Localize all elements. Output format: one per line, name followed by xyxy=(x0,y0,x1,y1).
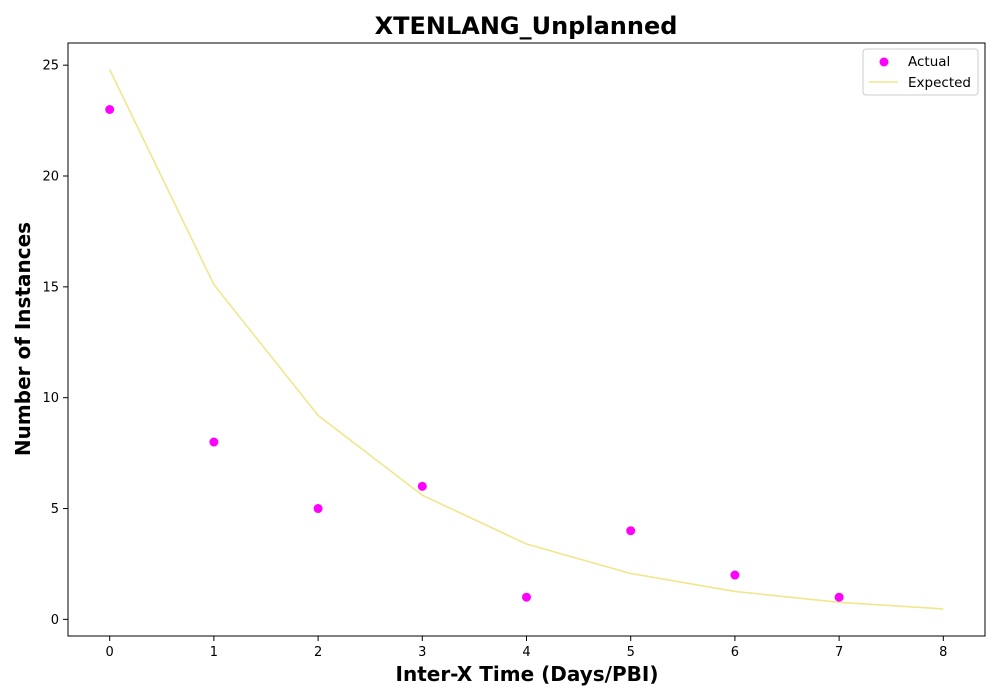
actual-point xyxy=(834,592,844,602)
actual-point xyxy=(730,570,740,580)
actual-point xyxy=(209,437,219,447)
x-tick-label: 8 xyxy=(939,645,947,660)
actual-point xyxy=(105,105,115,115)
y-tick-label: 0 xyxy=(51,613,59,628)
legend-actual-marker xyxy=(879,57,889,67)
actual-point xyxy=(522,592,531,602)
x-tick-label: 0 xyxy=(106,645,114,660)
expected-line xyxy=(108,69,944,610)
x-tick-label: 1 xyxy=(210,645,218,660)
legend: Actual Expected xyxy=(862,48,979,96)
legend-actual-label: Actual xyxy=(908,54,950,70)
x-tick-label: 7 xyxy=(835,645,843,660)
x-tick-label: 6 xyxy=(731,645,739,660)
y-tick-label: 5 xyxy=(51,502,59,517)
y-tick-label: 20 xyxy=(42,170,59,185)
x-tick-label: 4 xyxy=(522,645,530,660)
legend-box xyxy=(862,48,979,96)
legend-expected-label: Expected xyxy=(908,75,971,91)
actual-point xyxy=(313,504,323,514)
plot-area: 0 1 2 3 4 5 6 7 8 0 5 10 15 20 25 xyxy=(42,42,986,660)
y-tick-label: 15 xyxy=(42,280,59,295)
x-tick-label: 5 xyxy=(627,645,635,660)
actual-point xyxy=(626,526,636,536)
y-tick-label: 10 xyxy=(42,391,59,406)
y-axis-label: Number of Instances xyxy=(11,222,35,456)
x-tick-label: 3 xyxy=(418,645,426,660)
y-tick-label: 25 xyxy=(42,59,59,74)
x-tick-label: 2 xyxy=(314,645,322,660)
chart-title: XTENLANG_Unplanned xyxy=(375,12,678,40)
x-axis-label: Inter-X Time (Days/PBI) xyxy=(396,662,659,686)
actual-point xyxy=(417,481,427,491)
axes-frame xyxy=(67,42,986,637)
